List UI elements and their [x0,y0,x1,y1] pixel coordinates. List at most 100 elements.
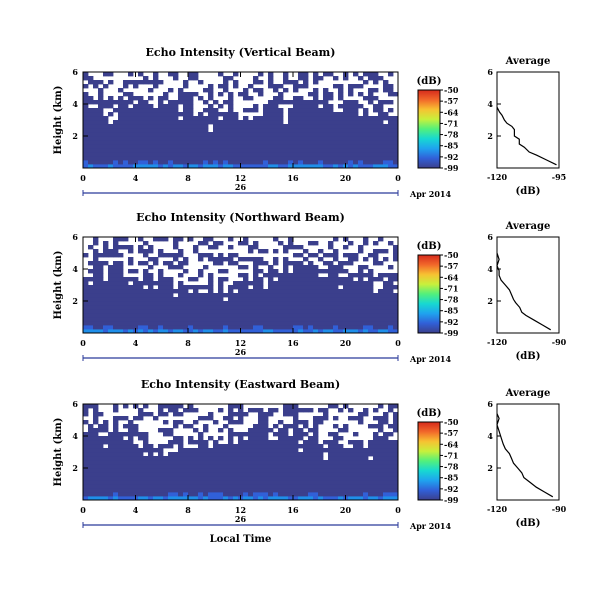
xtick-label: 12 [235,173,246,183]
echo-cell [373,156,379,161]
echo-cell [203,428,209,433]
echo-cell [363,321,369,326]
echo-cell [148,472,154,477]
echo-cell [108,144,114,149]
echo-cell [163,116,169,121]
echo-cell [378,305,384,310]
echo-cell [183,104,189,109]
echo-cell [338,301,344,306]
echo-cell [263,472,269,477]
echo-cell [333,152,339,157]
echo-cell [378,237,384,242]
echo-cell [363,480,369,485]
echo-cell [273,100,279,105]
echo-cell [133,444,139,449]
echo-cell [323,164,329,169]
echo-cell [223,144,229,149]
echo-cell [93,261,99,266]
echo-cell [113,140,119,145]
echo-cell [228,297,234,302]
echo-cell [378,128,384,133]
echo-cell [238,148,244,153]
echo-cell [388,492,394,497]
echo-cell [88,472,94,477]
echo-cell [353,488,359,493]
echo-cell [93,108,99,113]
echo-cell [373,88,379,93]
echo-cell [353,104,359,109]
echo-cell [203,424,209,429]
echo-cell [158,277,164,282]
echo-cell [303,128,309,133]
echo-cell [93,408,99,413]
echo-cell [93,156,99,161]
echo-cell [218,112,224,117]
echo-cell [143,164,149,169]
echo-cell [88,293,94,298]
echo-cell [258,420,264,425]
echo-cell [318,313,324,318]
echo-cell [88,432,94,437]
echo-cell [393,460,399,465]
echo-cell [88,285,94,290]
echo-cell [343,428,349,433]
echo-cell [318,293,324,298]
echo-cell [158,136,164,141]
echo-cell [233,164,239,169]
echo-cell [228,432,234,437]
echo-cell [123,160,129,165]
echo-cell [158,140,164,145]
echo-cell [93,305,99,310]
echo-cell [348,148,354,153]
echo-cell [298,456,304,461]
average-ytick-label: 4 [487,264,493,274]
echo-cell [213,484,219,489]
echo-cell [93,277,99,282]
echo-cell [298,464,304,469]
echo-cell [143,484,149,489]
echo-cell [218,484,224,489]
echo-cell [378,112,384,117]
echo-cell [148,285,154,290]
echo-cell [103,472,109,477]
echo-cell [278,472,284,477]
echo-cell [98,112,104,117]
echo-cell [238,420,244,425]
echo-cell [393,92,399,97]
echo-cell [228,496,234,501]
echo-cell [273,249,279,254]
echo-cell [118,472,124,477]
echo-cell [368,424,374,429]
echo-cell [393,152,399,157]
echo-cell [273,285,279,290]
echo-cell [283,132,289,137]
echo-cell [308,136,314,141]
echo-cell [278,484,284,489]
echo-cell [228,456,234,461]
echo-cell [308,164,314,169]
echo-cell [128,124,134,129]
echo-cell [233,496,239,501]
echo-cell [118,329,124,334]
echo-cell [123,309,129,314]
echo-cell [348,480,354,485]
echo-cell [288,313,294,318]
echo-cell [258,281,264,286]
echo-cell [173,436,179,441]
echo-cell [148,144,154,149]
echo-cell [363,448,369,453]
echo-cell [123,120,129,125]
echo-cell [113,460,119,465]
echo-cell [388,464,394,469]
echo-cell [108,440,114,445]
echo-cell [373,144,379,149]
echo-cell [233,305,239,310]
echo-cell [303,297,309,302]
echo-cell [378,116,384,121]
echo-cell [343,76,349,81]
echo-cell [83,309,89,314]
echo-cell [263,456,269,461]
echo-cell [363,116,369,121]
echo-cell [158,112,164,117]
echo-cell [363,241,369,246]
